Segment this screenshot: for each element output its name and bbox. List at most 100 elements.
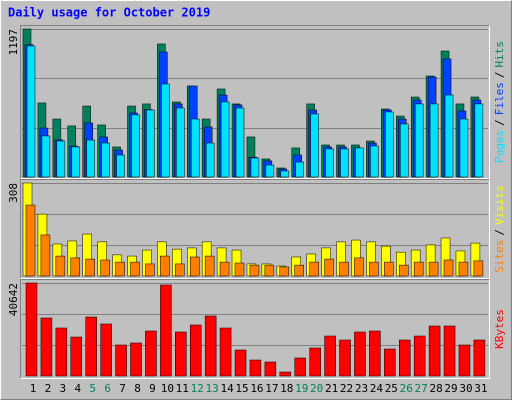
bar <box>459 118 469 178</box>
bar <box>474 103 484 178</box>
bar <box>85 258 95 277</box>
bar <box>234 349 247 377</box>
legend: Sites / Visits <box>493 185 506 273</box>
bar <box>399 339 411 377</box>
bar <box>146 109 155 178</box>
bar <box>190 118 200 178</box>
bar <box>189 256 200 277</box>
bar <box>219 327 232 377</box>
bar <box>369 261 379 277</box>
x-tick-label: 30 <box>459 382 472 395</box>
bar <box>249 359 262 377</box>
bar <box>101 142 110 178</box>
bar <box>310 113 319 178</box>
bar <box>369 330 381 377</box>
bar <box>130 342 142 377</box>
bar <box>264 264 275 277</box>
bar <box>340 148 349 178</box>
bar <box>161 83 170 178</box>
legend-entry: Sites <box>493 240 506 273</box>
bar <box>458 261 469 277</box>
x-tick-label: 20 <box>310 382 323 395</box>
bar <box>384 261 394 277</box>
bar <box>428 261 439 277</box>
bar <box>40 234 51 277</box>
bar <box>100 323 112 377</box>
x-tick-label: 17 <box>265 382 278 395</box>
bar <box>55 327 68 377</box>
bar <box>473 260 484 277</box>
legend-separator: / <box>493 229 506 236</box>
bar <box>235 107 245 178</box>
bar <box>324 258 334 277</box>
bar <box>204 255 215 277</box>
bar <box>414 103 424 178</box>
bar <box>264 361 277 377</box>
bar <box>325 148 334 178</box>
bar <box>324 335 336 377</box>
x-tick-label: 24 <box>370 382 384 395</box>
legend: Pages / Files / Hits <box>493 41 506 163</box>
x-tick-label: 11 <box>176 382 189 395</box>
x-tick-label: 15 <box>235 382 248 395</box>
x-tick-label: 7 <box>119 382 126 395</box>
bar <box>294 357 306 377</box>
panel-bevel <box>20 279 490 379</box>
panel-bevel <box>20 179 490 279</box>
x-tick-label: 21 <box>325 382 338 395</box>
legend-separator: / <box>493 119 506 126</box>
bar <box>443 325 456 377</box>
bar <box>115 261 125 277</box>
bar <box>160 284 172 377</box>
bar <box>473 339 486 377</box>
bar <box>399 264 409 277</box>
bar <box>429 103 439 178</box>
panel-bevel <box>20 279 490 379</box>
x-tick-label: 31 <box>474 382 487 395</box>
bar <box>265 164 275 178</box>
x-tick-label: 18 <box>280 382 293 395</box>
bar <box>204 315 217 377</box>
x-tick-label: 29 <box>444 382 457 395</box>
bar <box>55 255 66 277</box>
x-tick-label: 23 <box>355 382 368 395</box>
x-tick-label: 28 <box>429 382 442 395</box>
bar <box>413 335 426 377</box>
bar <box>355 147 364 178</box>
bar <box>339 339 351 377</box>
legend-entry: Files <box>493 82 506 115</box>
bar <box>189 324 202 377</box>
legend: KBytes <box>493 309 506 349</box>
bar <box>354 257 364 277</box>
legend-entry: KBytes <box>493 309 506 349</box>
bar <box>145 330 157 377</box>
bar <box>384 348 396 377</box>
bar <box>176 107 185 178</box>
x-tick-label: 2 <box>45 382 52 395</box>
panel-bevel <box>20 179 490 279</box>
panel-bevel <box>20 25 490 179</box>
x-tick-label: 5 <box>89 382 96 395</box>
bar <box>25 282 38 377</box>
bar <box>145 263 155 277</box>
bar <box>249 264 260 277</box>
bar <box>400 123 409 178</box>
bar <box>354 331 366 377</box>
bar <box>309 261 319 277</box>
bar <box>86 139 95 178</box>
bar <box>41 135 51 178</box>
bar <box>116 154 125 178</box>
bar <box>219 261 230 277</box>
bar <box>385 111 394 178</box>
x-tick-label: 27 <box>415 382 428 395</box>
y-tick-label: 308 <box>7 183 20 203</box>
bar <box>115 344 127 377</box>
bar <box>56 140 66 178</box>
bar <box>220 101 230 178</box>
bar <box>444 94 454 178</box>
bar <box>370 145 379 178</box>
bar <box>71 146 81 178</box>
bar <box>160 255 170 277</box>
bar <box>443 259 454 277</box>
legend-entry: Hits <box>493 41 506 68</box>
